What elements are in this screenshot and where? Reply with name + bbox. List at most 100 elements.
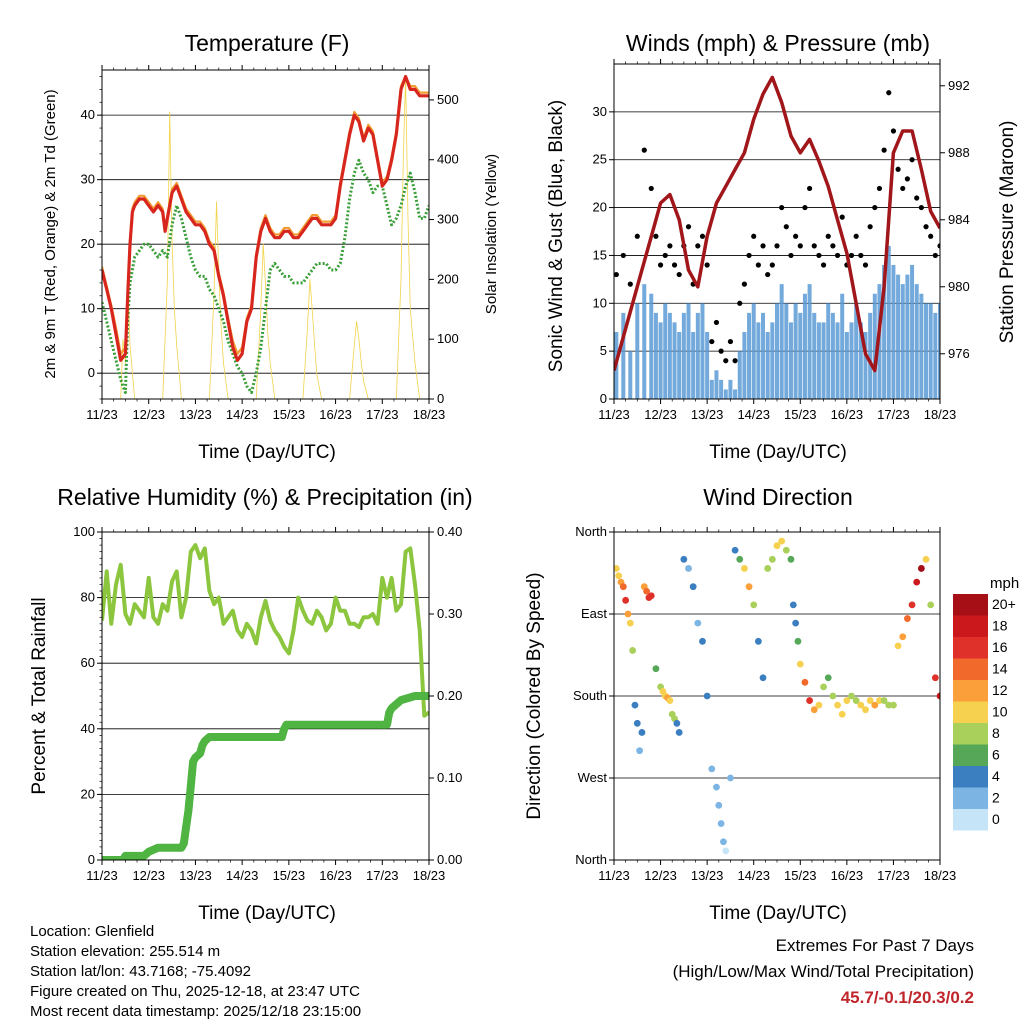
gust-point <box>718 348 724 354</box>
temp-frame <box>101 69 430 400</box>
temp-xtick-label: 15/23 <box>273 407 306 422</box>
gust-point <box>709 338 715 345</box>
gust-point <box>713 319 720 326</box>
winds-y2label: Station Pressure (Maroon) <box>997 121 1018 344</box>
direction-point <box>834 701 841 709</box>
rh-xtick-label: 15/23 <box>273 868 306 883</box>
rh-xtick-label: 13/23 <box>179 868 212 883</box>
gust-point <box>839 214 845 220</box>
direction-point <box>717 820 725 827</box>
latlon-text: Station lat/lon: 43.7168; -75.4092 <box>30 963 252 980</box>
temp-ytick-label: 10 <box>81 301 95 316</box>
temperature-xlabel: Time (Day/UTC) <box>198 442 336 463</box>
temp-xtick-label: 14/23 <box>226 407 259 422</box>
temp-ytick-label: 20 <box>81 236 95 251</box>
rh-y2tick-label: 0.40 <box>437 524 462 539</box>
colorbar-swatch <box>953 723 988 745</box>
winds-y2tick-label: 980 <box>948 279 970 294</box>
series-total-precipitation <box>102 692 429 860</box>
rh-ytick-label: 20 <box>81 786 95 801</box>
rh-xtick-label: 14/23 <box>226 868 259 883</box>
direction-point <box>876 697 883 704</box>
direction-point <box>675 729 683 736</box>
gust-point <box>816 252 822 259</box>
location-text: Location: Glenfield <box>30 923 155 940</box>
station-info: Location: Glenfield Station elevation: 2… <box>30 922 361 1022</box>
series-station-pressure <box>614 75 940 373</box>
colorbar-level-label: 14 <box>992 661 1008 677</box>
rh-plot-area <box>102 543 429 860</box>
colorbar-level-label: 2 <box>992 790 1000 806</box>
wind-direction-title: Wind Direction <box>703 484 853 510</box>
winds-ytick-label: 15 <box>593 247 607 262</box>
direction-point <box>626 619 634 627</box>
gust-point <box>732 358 738 364</box>
direction-point <box>815 701 823 709</box>
gust-point <box>834 252 841 259</box>
direction-point <box>615 572 623 580</box>
direction-point <box>917 565 925 572</box>
colorbar-level-label: 8 <box>992 725 1000 741</box>
temp-y2tick-label: 200 <box>437 271 459 286</box>
colorbar-level-label: 10 <box>992 704 1008 720</box>
gust-point <box>890 128 897 134</box>
direction-point <box>843 697 851 704</box>
rh-xtick-label: 16/23 <box>319 868 352 883</box>
temp-xtick-label: 12/23 <box>132 407 165 422</box>
direction-point <box>614 565 620 572</box>
gust-point <box>895 166 901 172</box>
wind-direction-xlabel: Time (Day/UTC) <box>709 903 847 924</box>
wdir-xtick-label: 15/23 <box>784 868 817 883</box>
direction-point <box>801 678 809 686</box>
gust-point <box>704 262 710 268</box>
colorbar-swatch <box>953 766 988 788</box>
direction-point <box>810 706 818 714</box>
colorbar-level-label: 4 <box>992 768 1000 784</box>
direction-point <box>722 847 730 855</box>
colorbar-level-label: 20+ <box>992 596 1016 612</box>
gust-point <box>620 252 626 259</box>
direction-point <box>829 692 837 700</box>
gust-point <box>820 262 827 268</box>
temp-y2tick-label: 500 <box>437 92 459 107</box>
colorbar-label: mph <box>990 575 1019 592</box>
direction-point <box>787 555 795 563</box>
wdir-xtick-label: 13/23 <box>691 868 724 883</box>
winds-xtick-label: 11/23 <box>598 407 630 422</box>
winds-y2tick-label: 976 <box>948 346 970 361</box>
winds-ytick-label: 0 <box>600 391 607 406</box>
rh-y2tick-label: 0.00 <box>437 852 462 867</box>
direction-point <box>622 596 630 604</box>
direction-point <box>927 601 935 609</box>
gust-point <box>746 252 752 259</box>
series-2m-td <box>102 158 429 394</box>
colorbar-swatch <box>953 809 988 831</box>
gust-point <box>699 233 706 239</box>
direction-point <box>824 674 832 682</box>
direction-point <box>838 710 846 718</box>
wdir-plot-area <box>614 537 940 855</box>
direction-point <box>778 537 786 545</box>
colorbar-swatch <box>953 680 988 702</box>
series-2m-t <box>102 74 429 362</box>
gust-point <box>779 204 785 211</box>
gust-point <box>811 243 817 249</box>
winds-xtick-label: 15/23 <box>784 407 817 422</box>
gust-point <box>862 262 869 268</box>
temp-ytick-label: 30 <box>81 172 95 187</box>
direction-point <box>715 801 723 809</box>
extremes-subheading: (High/Low/Max Wind/Total Precipitation) <box>672 962 974 981</box>
rh-xtick-label: 12/23 <box>132 868 165 883</box>
temp-xtick-label: 13/23 <box>179 407 212 422</box>
gust-point <box>802 204 808 211</box>
temp-xtick-label: 16/23 <box>319 407 352 422</box>
winds-y2tick-label: 988 <box>948 145 970 160</box>
direction-point <box>894 642 902 650</box>
gust-point <box>755 262 761 268</box>
gust-point <box>783 224 789 230</box>
direction-point <box>636 747 644 755</box>
rh-y2tick-label: 0.10 <box>437 770 462 785</box>
direction-point <box>768 555 776 563</box>
temp-xtick-label: 17/23 <box>366 407 399 422</box>
direction-point <box>680 555 688 563</box>
